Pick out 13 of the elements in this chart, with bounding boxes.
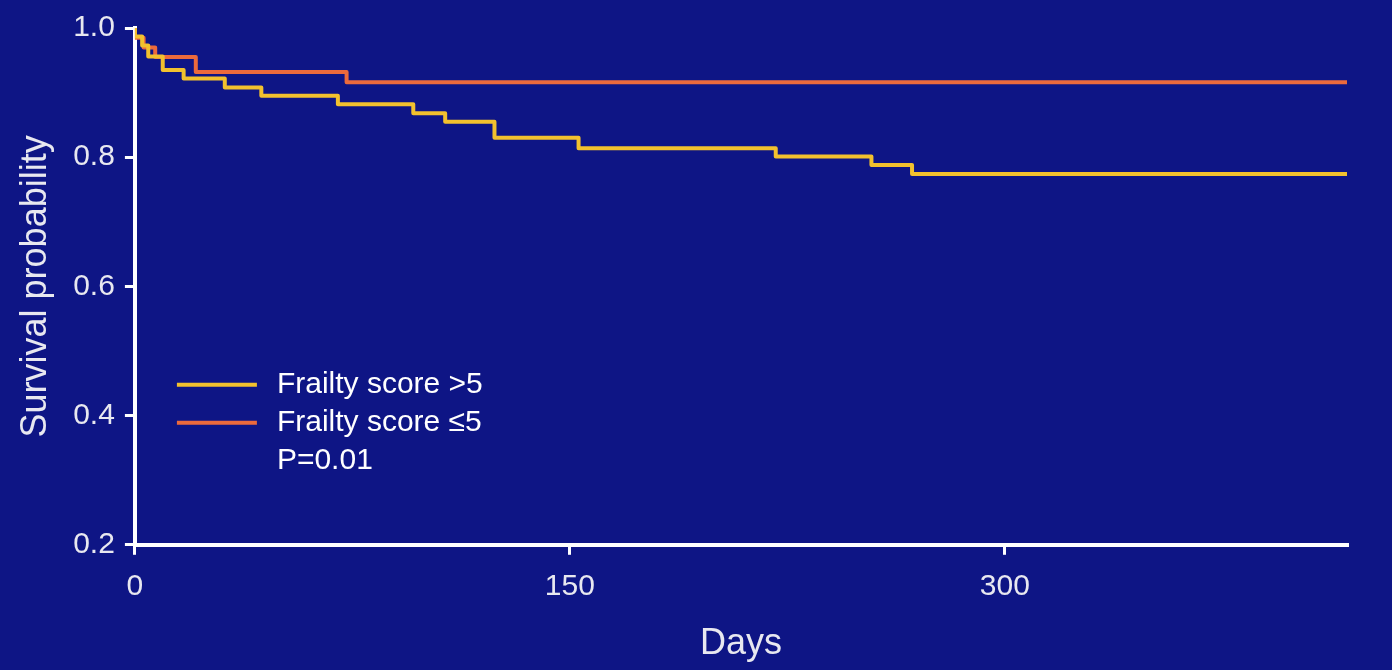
legend-label: Frailty score ≤5 [276, 404, 482, 438]
x-tick-label: 150 [544, 568, 595, 602]
y-tick-label: 0.2 [73, 526, 115, 560]
x-tick-label: 0 [126, 568, 144, 602]
y-tick-label: 0.6 [73, 267, 115, 301]
y-tick-label: 1.0 [73, 9, 115, 43]
y-tick-label: 0.8 [73, 138, 115, 172]
legend-label: Frailty score >5 [276, 366, 483, 400]
y-tick-label: 0.4 [73, 396, 115, 430]
x-axis-title: Days [699, 621, 782, 663]
y-axis-title: Survival probability [12, 135, 54, 438]
x-tick-label: 300 [979, 568, 1030, 602]
annotation: P=0.01 [276, 442, 373, 476]
